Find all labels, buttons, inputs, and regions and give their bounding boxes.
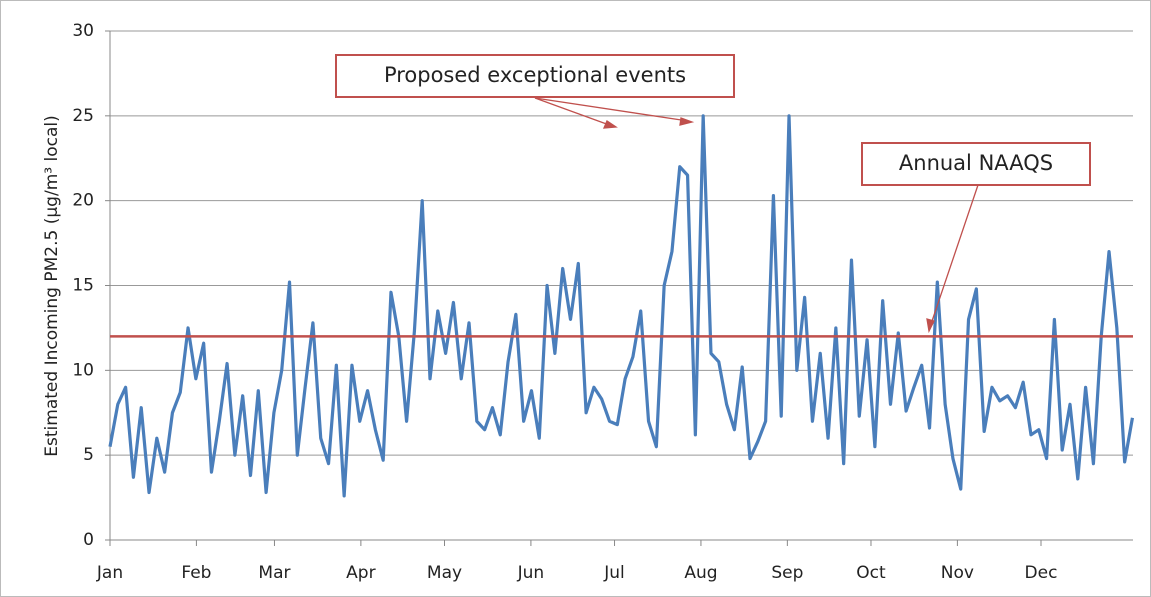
x-tick-label: Dec xyxy=(1025,563,1058,583)
x-tick-label: May xyxy=(427,563,462,583)
x-tick-label: Jan xyxy=(96,563,123,583)
annotation: Proposed exceptional events xyxy=(384,63,686,87)
y-tick-label: 25 xyxy=(72,106,94,126)
annotation: Annual NAAQS xyxy=(899,151,1053,175)
x-tick-label: Sep xyxy=(771,563,803,583)
x-tick-label: Nov xyxy=(941,563,974,583)
y-tick-label: 20 xyxy=(72,191,94,211)
y-tick-label: 30 xyxy=(72,21,94,41)
annotation-box xyxy=(861,142,1091,186)
arrowhead xyxy=(602,120,618,129)
plot-area: 0 5 10 15 20 25 30 Jan Feb Mar Apr May Jun Jul Aug Sep O… xyxy=(72,21,1135,583)
y-tick-label: 15 xyxy=(72,276,94,296)
x-tick-label: Aug xyxy=(684,563,717,583)
x-tick-label: Feb xyxy=(181,563,211,583)
data-line xyxy=(108,114,1135,498)
y-tick-label: 5 xyxy=(83,445,94,465)
x-tick-label: Apr xyxy=(346,563,375,583)
arrow xyxy=(534,97,689,122)
arrow xyxy=(534,97,613,127)
x-tick-label: Mar xyxy=(258,563,290,583)
arrowhead xyxy=(926,318,935,334)
y-axis-label: Estimated Incoming PM2.5 (µg/m³ local) xyxy=(42,115,62,456)
y-tick-label: 10 xyxy=(72,360,94,380)
x-tick-label: Oct xyxy=(856,563,886,583)
x-tick-label: Jul xyxy=(603,563,625,583)
annotation-arrows xyxy=(534,97,979,334)
y-tick-label: 0 xyxy=(83,530,94,550)
arrowhead xyxy=(679,117,695,126)
x-tick-label: Jun xyxy=(517,563,545,583)
arrow xyxy=(929,184,979,328)
annotation-box xyxy=(335,54,735,98)
